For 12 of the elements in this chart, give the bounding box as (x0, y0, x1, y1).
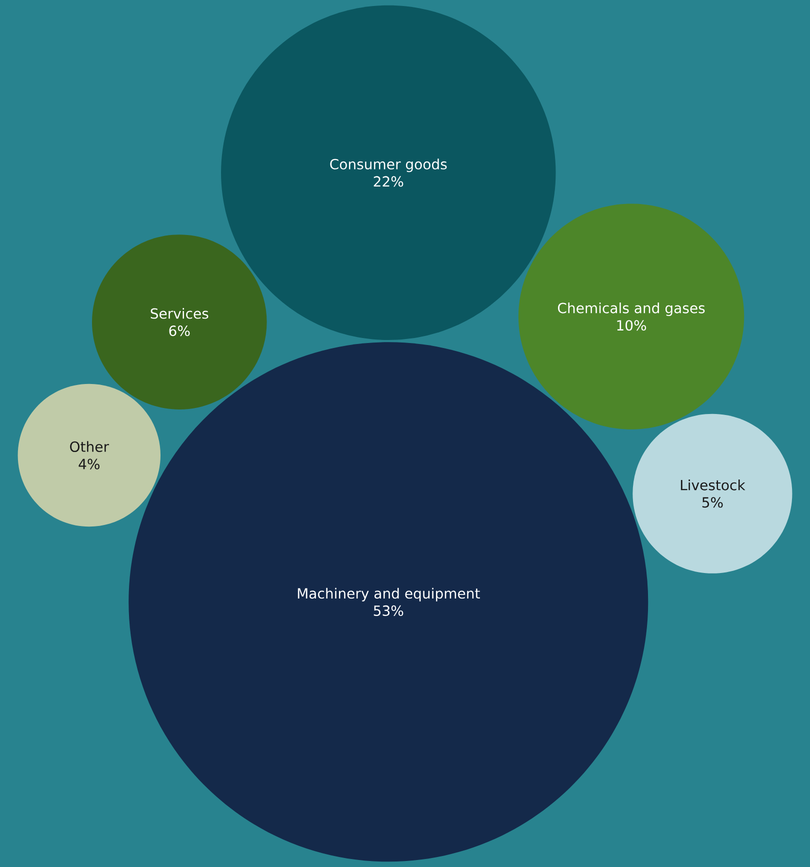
data-label: 4% (78, 458, 100, 470)
category-label: Chemicals and gases (558, 302, 705, 316)
data-label: 6% (169, 326, 190, 336)
data-label: 22% (374, 176, 404, 187)
category-label: Consumer goods (330, 158, 447, 172)
category-label: Other (70, 441, 110, 452)
data-label: 10% (617, 320, 646, 331)
category-label: Livestock (680, 480, 746, 490)
category-label: Services (150, 308, 208, 319)
category-label: Machinery and equipment (298, 588, 480, 602)
data-label: 5% (702, 497, 723, 508)
data-label: 53% (374, 605, 404, 616)
